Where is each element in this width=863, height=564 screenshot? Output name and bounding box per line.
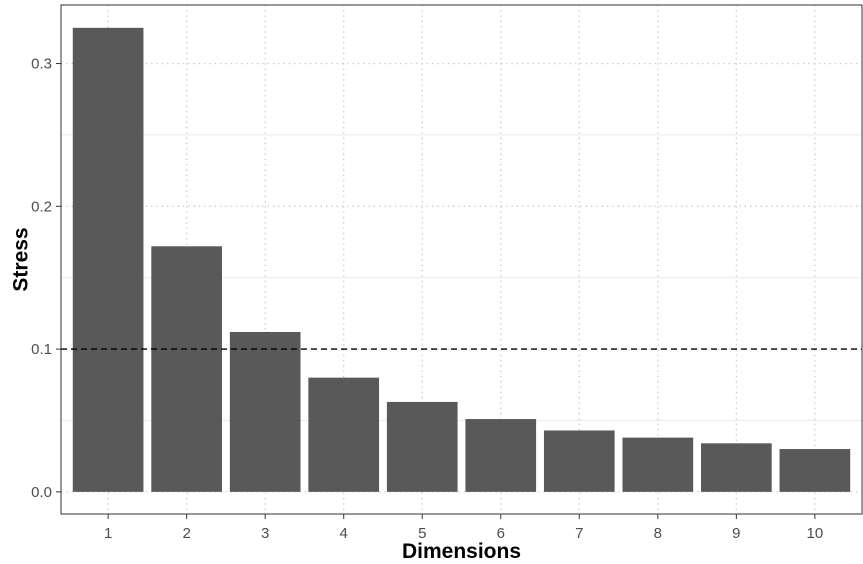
x-tick-label: 7 <box>575 525 583 542</box>
x-tick-label: 2 <box>182 525 190 542</box>
bars-layer <box>73 28 850 492</box>
bar-7 <box>544 430 615 491</box>
bar-1 <box>73 28 144 492</box>
bar-2 <box>151 246 222 492</box>
x-axis: 1 2 3 4 5 6 7 8 9 10 <box>104 514 823 542</box>
bar-8 <box>622 438 693 492</box>
bar-6 <box>465 419 536 492</box>
x-axis-title: Dimensions <box>402 540 521 563</box>
x-tick-label: 3 <box>261 525 269 542</box>
x-tick-label: 9 <box>732 525 740 542</box>
bar-5 <box>387 402 458 492</box>
bar-4 <box>308 378 379 492</box>
x-tick-label: 8 <box>654 525 662 542</box>
x-tick-label: 10 <box>807 525 824 542</box>
y-axis: 0.0 0.1 0.2 0.3 <box>31 56 61 501</box>
y-tick-label: 0.0 <box>31 484 52 501</box>
y-tick-label: 0.3 <box>31 56 52 73</box>
x-tick-label: 1 <box>104 525 112 542</box>
y-tick-label: 0.2 <box>31 198 52 215</box>
y-axis-title: Stress <box>9 227 32 291</box>
bar-10 <box>780 449 851 492</box>
bar-9 <box>701 443 772 492</box>
y-tick-label: 0.1 <box>31 341 52 358</box>
x-tick-label: 4 <box>340 525 348 542</box>
bar-3 <box>230 332 301 492</box>
